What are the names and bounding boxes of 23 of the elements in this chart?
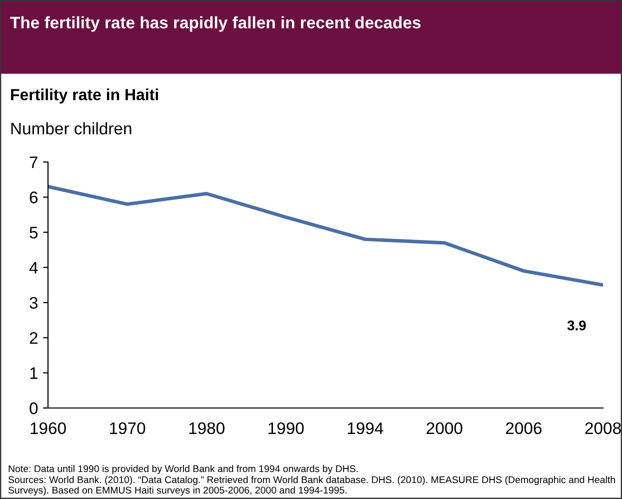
x-tick-label: 1960 xyxy=(30,422,66,434)
x-tick-label: 2000 xyxy=(426,422,462,434)
x-tick-label: 1970 xyxy=(110,422,146,434)
annotation: 3.9 xyxy=(567,320,586,330)
y-tick-label: 4 xyxy=(29,262,38,274)
text: Note: Data until 1990 is provided by World Bank and from 1994 onwards by DHS. xyxy=(8,465,358,474)
line-series xyxy=(48,184,603,287)
y-tick-label: 1 xyxy=(30,367,38,379)
y-tick-label: 3 xyxy=(30,296,38,309)
chart-subtitle: Fertility rate in Haiti xyxy=(11,88,158,104)
x-tick-label: 2008 xyxy=(585,422,621,434)
y-tick-label: 5 xyxy=(30,226,38,238)
y-tick-label: 6 xyxy=(30,192,38,204)
x-tick-label: 1980 xyxy=(189,422,224,434)
x-tick-label: 1994 xyxy=(348,422,384,434)
y-tick-label: 0 xyxy=(30,402,38,414)
y-axis-title: Number children xyxy=(11,122,132,134)
x-tick-label: 2006 xyxy=(506,422,542,434)
chart-title: The fertility rate has rapidly fallen in recent decades xyxy=(10,16,421,32)
y-tick-label: 7 xyxy=(30,156,38,168)
source-note: Sources: World Bank. (2010). “Data Catalog.” Retrieved from World Bank database. DHS. (2010). MEASURE DHS (Demographic and Health Surveys). Based on EMMUS Haiti surveys in 2005-2006, 2000 and 1994-1995. xyxy=(8,476,615,496)
x-tick-label: 1990 xyxy=(268,422,304,434)
y-tick-label: 2 xyxy=(30,332,38,344)
